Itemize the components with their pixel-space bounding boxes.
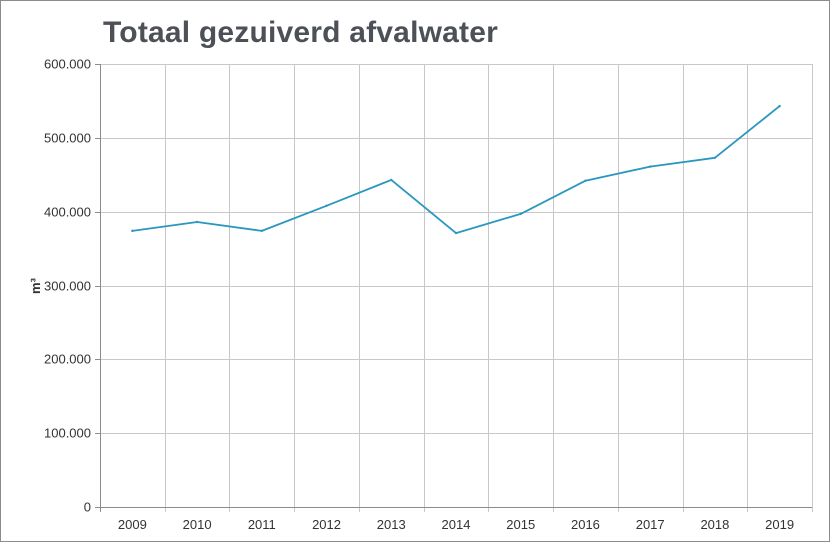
x-tick-labels: 2009 2010 2011 2012 2013 2014 2015 2016 2017 2018…: [118, 517, 794, 532]
y-tick-label: 600.000: [44, 57, 91, 72]
data-point: [713, 156, 717, 159]
x-tick-label: 2019: [765, 517, 794, 532]
data-point: [131, 229, 134, 233]
y-tick-label: 500.000: [44, 131, 91, 146]
y-axis-label: m³: [28, 277, 43, 294]
axes: [95, 64, 812, 512]
y-tick-labels: 0 100.000 200.000 300.000 400.000 500.000 600.…: [44, 57, 91, 515]
y-tick-label: 300.000: [44, 279, 91, 294]
grid-lines: [100, 64, 813, 512]
data-point: [454, 231, 458, 235]
x-tick-label: 2009: [118, 517, 147, 532]
x-tick-label: 2017: [636, 517, 665, 532]
x-tick-label: 2014: [442, 517, 471, 532]
x-tick-label: 2013: [377, 517, 406, 532]
data-point: [260, 229, 264, 233]
y-tick-label: 100.000: [44, 426, 91, 441]
x-tick-label: 2015: [506, 517, 535, 532]
data-point: [390, 178, 393, 182]
data-point: [325, 204, 328, 207]
x-tick-label: 2012: [312, 517, 341, 532]
y-tick-label: 200.000: [44, 352, 91, 367]
x-tick-label: 2018: [700, 517, 729, 532]
y-tick-label: 400.000: [44, 205, 91, 220]
data-point: [648, 165, 652, 168]
chart-title: Totaal gezuiverd afvalwater: [103, 16, 498, 49]
x-tick-label: 2011: [248, 517, 276, 532]
data-point: [778, 104, 781, 108]
data-point: [195, 220, 199, 224]
data-point: [519, 212, 522, 216]
x-tick-label: 2016: [571, 517, 600, 532]
series-group: [131, 104, 781, 235]
data-point: [584, 179, 587, 182]
y-tick-label: 0: [84, 500, 91, 515]
x-tick-label: 2010: [183, 517, 212, 532]
